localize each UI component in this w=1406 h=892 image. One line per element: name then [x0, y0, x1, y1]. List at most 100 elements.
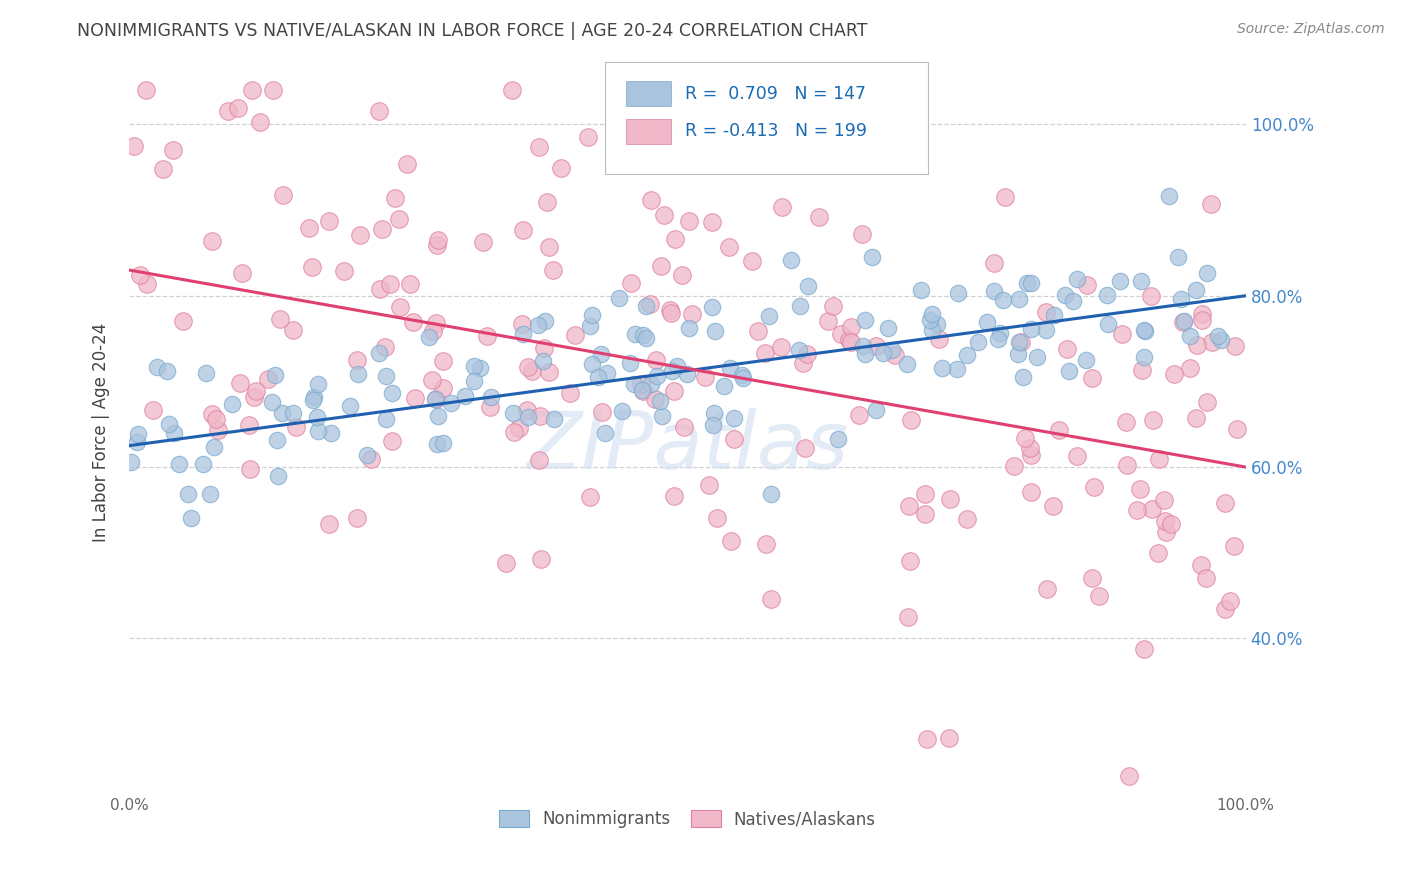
- Natives/Alaskans: [1191, 313, 1213, 327]
- Nonimmigrants: [931, 361, 953, 376]
- Natives/Alaskans: [301, 260, 323, 275]
- Nonimmigrants: [1015, 276, 1038, 290]
- Nonimmigrants: [1043, 308, 1066, 322]
- Natives/Alaskans: [591, 405, 613, 419]
- Text: R = -0.413   N = 199: R = -0.413 N = 199: [685, 122, 866, 140]
- Natives/Alaskans: [172, 314, 194, 328]
- Natives/Alaskans: [897, 610, 920, 624]
- Natives/Alaskans: [384, 191, 406, 205]
- Natives/Alaskans: [830, 327, 852, 342]
- Natives/Alaskans: [1047, 423, 1070, 437]
- Natives/Alaskans: [1156, 524, 1178, 539]
- Natives/Alaskans: [226, 101, 249, 115]
- Natives/Alaskans: [1195, 571, 1218, 585]
- Natives/Alaskans: [900, 413, 922, 427]
- Natives/Alaskans: [1180, 361, 1202, 376]
- Nonimmigrants: [381, 385, 404, 400]
- Natives/Alaskans: [200, 407, 222, 421]
- Natives/Alaskans: [638, 296, 661, 310]
- Nonimmigrants: [976, 315, 998, 329]
- Natives/Alaskans: [983, 256, 1005, 270]
- Nonimmigrants: [177, 487, 200, 501]
- Nonimmigrants: [1130, 274, 1153, 288]
- Nonimmigrants: [702, 418, 724, 433]
- Nonimmigrants: [896, 358, 918, 372]
- Natives/Alaskans: [706, 511, 728, 525]
- Nonimmigrants: [1133, 323, 1156, 337]
- Nonimmigrants: [180, 510, 202, 524]
- Nonimmigrants: [581, 358, 603, 372]
- Nonimmigrants: [731, 370, 754, 384]
- Nonimmigrants: [502, 406, 524, 420]
- Natives/Alaskans: [564, 327, 586, 342]
- Nonimmigrants: [910, 283, 932, 297]
- Natives/Alaskans: [898, 554, 921, 568]
- Nonimmigrants: [678, 321, 700, 335]
- Nonimmigrants: [1019, 322, 1042, 336]
- Nonimmigrants: [852, 339, 875, 353]
- Natives/Alaskans: [503, 425, 526, 439]
- Nonimmigrants: [636, 331, 658, 345]
- Nonimmigrants: [198, 486, 221, 500]
- Natives/Alaskans: [793, 441, 815, 455]
- Natives/Alaskans: [333, 264, 356, 278]
- Natives/Alaskans: [399, 277, 422, 291]
- Nonimmigrants: [880, 343, 903, 358]
- Natives/Alaskans: [432, 381, 454, 395]
- Nonimmigrants: [595, 426, 617, 441]
- Nonimmigrants: [650, 394, 672, 409]
- Natives/Alaskans: [1083, 480, 1105, 494]
- Nonimmigrants: [1157, 189, 1180, 203]
- Nonimmigrants: [356, 448, 378, 462]
- Natives/Alaskans: [848, 408, 870, 422]
- Natives/Alaskans: [938, 731, 960, 746]
- Natives/Alaskans: [717, 240, 740, 254]
- Natives/Alaskans: [1189, 558, 1212, 572]
- Nonimmigrants: [702, 300, 724, 314]
- Natives/Alaskans: [512, 222, 534, 236]
- Nonimmigrants: [645, 369, 668, 384]
- Natives/Alaskans: [741, 253, 763, 268]
- Nonimmigrants: [730, 368, 752, 383]
- Nonimmigrants: [853, 313, 876, 327]
- Natives/Alaskans: [536, 194, 558, 209]
- Natives/Alaskans: [673, 420, 696, 434]
- Nonimmigrants: [163, 425, 186, 440]
- Natives/Alaskans: [240, 83, 263, 97]
- Natives/Alaskans: [747, 324, 769, 338]
- Nonimmigrants: [368, 346, 391, 360]
- Natives/Alaskans: [631, 384, 654, 399]
- Natives/Alaskans: [579, 490, 602, 504]
- Nonimmigrants: [596, 366, 619, 380]
- Nonimmigrants: [967, 335, 990, 350]
- Natives/Alaskans: [1142, 413, 1164, 427]
- Nonimmigrants: [127, 426, 149, 441]
- Natives/Alaskans: [644, 392, 666, 407]
- Nonimmigrants: [264, 368, 287, 383]
- Nonimmigrants: [956, 348, 979, 362]
- Natives/Alaskans: [135, 83, 157, 97]
- Natives/Alaskans: [865, 339, 887, 353]
- Natives/Alaskans: [1191, 307, 1213, 321]
- Natives/Alaskans: [1133, 642, 1156, 657]
- Natives/Alaskans: [318, 214, 340, 228]
- Nonimmigrants: [1170, 293, 1192, 307]
- Natives/Alaskans: [720, 534, 742, 549]
- Natives/Alaskans: [1140, 502, 1163, 516]
- Natives/Alaskans: [162, 143, 184, 157]
- Natives/Alaskans: [1111, 327, 1133, 342]
- Natives/Alaskans: [1160, 516, 1182, 531]
- Natives/Alaskans: [792, 356, 814, 370]
- Nonimmigrants: [1035, 323, 1057, 337]
- Nonimmigrants: [512, 327, 534, 342]
- Natives/Alaskans: [640, 193, 662, 207]
- Natives/Alaskans: [955, 512, 977, 526]
- Nonimmigrants: [262, 394, 284, 409]
- Natives/Alaskans: [1147, 546, 1170, 560]
- Natives/Alaskans: [678, 213, 700, 227]
- Nonimmigrants: [440, 395, 463, 409]
- Nonimmigrants: [666, 359, 689, 373]
- Natives/Alaskans: [1066, 449, 1088, 463]
- Natives/Alaskans: [529, 409, 551, 423]
- Nonimmigrants: [146, 359, 169, 374]
